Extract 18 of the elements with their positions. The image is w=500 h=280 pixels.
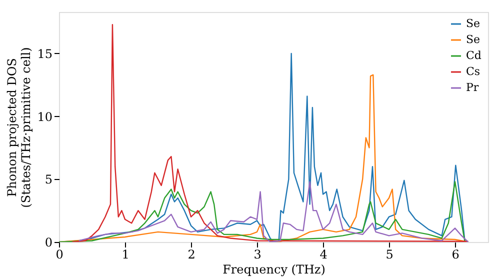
x-tick-label: 2	[188, 248, 196, 262]
x-axis-title: Frequency (THz)	[222, 262, 326, 276]
x-tick-label: 6	[452, 248, 460, 262]
legend-label: Cd	[466, 49, 482, 62]
x-tick-label: 4	[320, 248, 328, 262]
legend-label: Se	[466, 17, 480, 30]
y-tick-label: 10	[37, 110, 52, 124]
y-axis-title: Phonon projected DOS (States/THz·primitive cell)	[5, 47, 34, 208]
legend-label: Pr	[466, 81, 480, 94]
x-tick-label: 5	[386, 248, 394, 262]
y-tick-label: 0	[44, 236, 52, 250]
y-tick-label: 15	[37, 46, 52, 61]
x-tick-label: 1	[122, 248, 130, 262]
x-tick-label: 0	[56, 248, 64, 262]
x-tick-label: 3	[254, 248, 262, 262]
legend-label: Cs	[466, 65, 480, 78]
y-tick-label: 5	[44, 172, 52, 187]
legend-label: Se	[466, 33, 480, 46]
